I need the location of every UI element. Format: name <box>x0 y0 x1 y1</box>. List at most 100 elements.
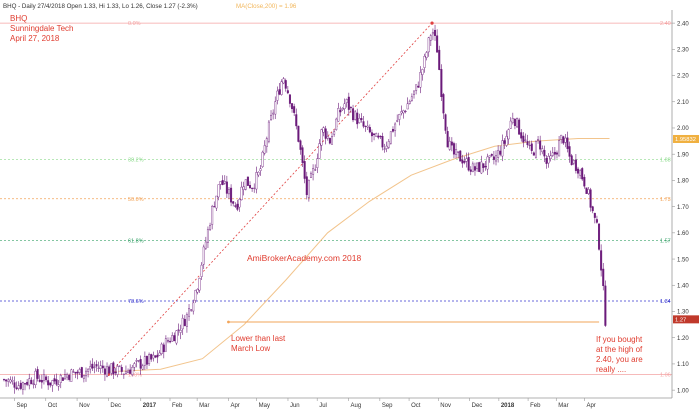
candle-body <box>326 136 329 139</box>
candle-body <box>133 363 136 368</box>
candle-body <box>152 354 155 359</box>
candle-body <box>30 379 33 385</box>
candle-body <box>267 121 270 142</box>
candle-body <box>179 330 182 333</box>
candle-body <box>600 250 603 271</box>
candle-body <box>545 157 548 164</box>
candle-body <box>293 106 296 113</box>
candle-body <box>442 94 445 114</box>
candle-body <box>270 114 273 120</box>
candle-body <box>9 379 12 383</box>
y-tick-label: 1.50 <box>677 257 689 263</box>
candle-body <box>63 374 66 380</box>
candle-body <box>425 52 428 58</box>
candle-body <box>169 340 172 343</box>
fib-grid: 0.0% 2.40 38.2% 1.88 50.0% 1.73 61.8% 1.57 78.6%… <box>0 21 672 378</box>
candle-body <box>455 149 458 155</box>
candle-body <box>127 370 130 374</box>
candle-body <box>486 156 489 170</box>
candle-body <box>194 290 197 301</box>
plot-area <box>0 10 672 398</box>
candle-body <box>459 150 462 162</box>
candle-body <box>478 162 481 172</box>
candle-body <box>167 340 170 342</box>
candle-body <box>21 382 24 390</box>
candle-body <box>335 118 338 130</box>
candle-body <box>61 377 64 381</box>
candle-body <box>278 89 281 95</box>
candle-body <box>265 138 268 147</box>
candle-body <box>337 108 340 122</box>
x-tick-label: Jul <box>319 403 327 409</box>
candle-body <box>568 146 571 157</box>
candle-body <box>379 135 382 138</box>
candle-body <box>396 120 399 122</box>
candle-body <box>408 101 411 104</box>
price-tag-label: 1.95832 <box>675 137 696 143</box>
candle-body <box>398 114 401 120</box>
candle-body <box>349 107 352 109</box>
candle-body <box>242 186 245 190</box>
candle-body <box>312 168 315 175</box>
candle-body <box>118 365 121 367</box>
candle-body <box>198 278 201 291</box>
candle-body <box>217 184 220 198</box>
candle-body <box>381 136 384 148</box>
x-tick-label: 2018 <box>501 403 515 409</box>
candle-body <box>583 176 586 187</box>
support-note-line2: March Low <box>231 344 270 353</box>
candle-body <box>122 373 125 375</box>
candle-body <box>223 181 226 184</box>
candle-body <box>42 374 45 381</box>
candle-body <box>316 158 319 168</box>
y-tick-label: 2.40 <box>677 21 689 27</box>
candle-body <box>314 169 317 171</box>
x-tick-label: Feb <box>530 403 541 409</box>
candle-body <box>402 110 405 114</box>
candle-body <box>581 168 584 180</box>
candle-body <box>230 187 233 203</box>
candle-body <box>120 366 123 372</box>
candle-body <box>360 118 363 121</box>
candle-body <box>522 135 525 143</box>
candle-body <box>532 152 535 156</box>
y-tick-label: 1.90 <box>677 152 689 158</box>
support-start-dot <box>227 320 230 324</box>
candle-body <box>492 156 495 160</box>
candle-body <box>97 367 100 369</box>
candle-body <box>555 152 558 155</box>
candle-body <box>448 140 451 150</box>
candle-body <box>566 137 569 149</box>
support-note-line1: Lower than last <box>231 334 286 343</box>
candle-body <box>82 375 85 379</box>
fib-level-value: 2.40 <box>660 21 671 27</box>
fib-level-value: 1.88 <box>660 157 671 163</box>
y-tick-label: 2.20 <box>677 74 689 80</box>
candle-body <box>280 81 283 95</box>
candle-body <box>3 379 6 381</box>
candle-body <box>93 366 96 368</box>
fib-level-value: 1.06 <box>660 372 671 378</box>
candle-body <box>331 136 334 145</box>
candle-body <box>45 376 48 381</box>
y-tick-label: 1.20 <box>677 336 689 342</box>
candle-body <box>76 371 79 374</box>
candle-body <box>227 189 230 195</box>
fib-level-pct: 0.0% <box>128 21 141 27</box>
candle-body <box>309 172 312 178</box>
loss-note-line4: really .... <box>596 365 626 374</box>
date-label: April 27, 2018 <box>10 34 60 43</box>
candle-body <box>274 101 277 115</box>
x-tick-label: Oct <box>411 403 421 409</box>
candle-body <box>116 366 119 375</box>
candle-body <box>602 268 605 287</box>
fib-level-value: 1.57 <box>660 239 671 245</box>
candle-body <box>101 365 104 369</box>
candle-body <box>591 206 594 212</box>
candle-body <box>49 382 52 386</box>
x-tick-label: Nov <box>79 403 90 409</box>
price-tag-label: 1.27 <box>675 318 686 324</box>
candle-body <box>347 96 350 110</box>
candle-body <box>366 125 369 128</box>
